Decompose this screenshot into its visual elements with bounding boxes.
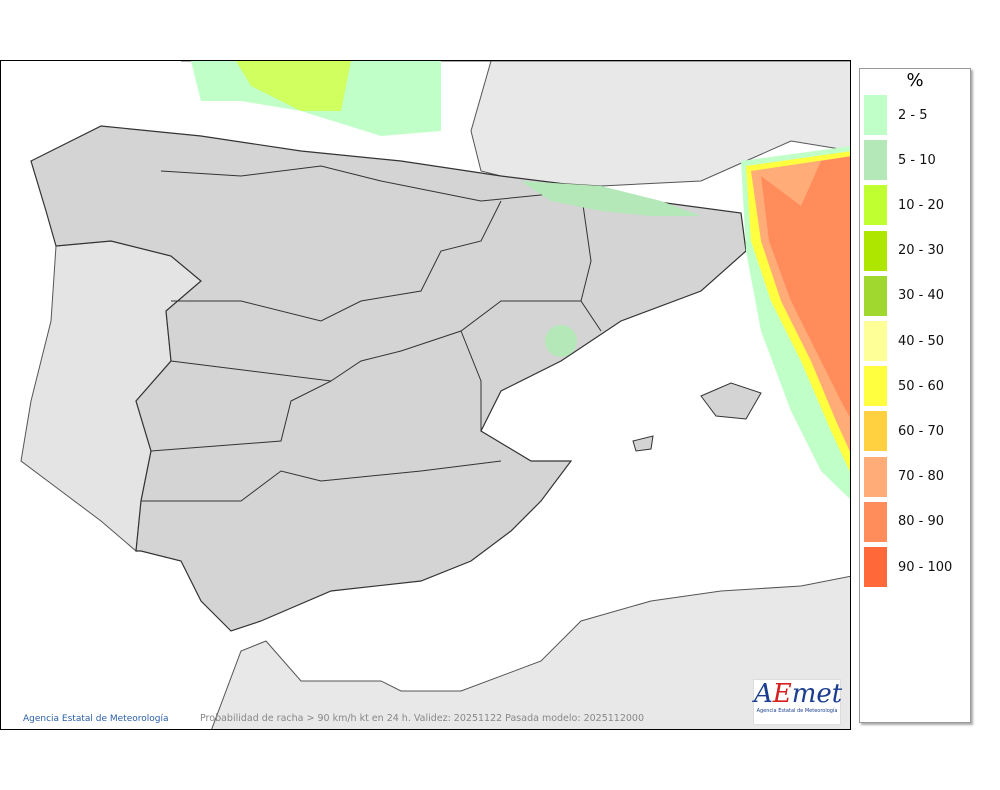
legend-swatch bbox=[864, 411, 887, 452]
legend-swatch bbox=[864, 95, 887, 135]
region-borders bbox=[141, 165, 602, 502]
africa-land bbox=[211, 575, 850, 729]
prob-area-east-red bbox=[761, 156, 850, 418]
legend-item: 2 - 5 bbox=[864, 95, 928, 135]
forecast-map: Agencia Estatal de Meteorología Probabil… bbox=[0, 60, 851, 730]
legend-swatch bbox=[864, 366, 887, 407]
legend-item: 50 - 60 bbox=[864, 366, 945, 407]
legend-item: 80 - 90 bbox=[864, 501, 945, 542]
legend-title: % bbox=[906, 70, 924, 91]
legend-label: 5 - 10 bbox=[898, 152, 936, 168]
legend-label: 2 - 5 bbox=[898, 107, 928, 123]
legend-label: 80 - 90 bbox=[898, 514, 945, 530]
legend-swatch bbox=[864, 185, 887, 226]
legend-label: 10 - 20 bbox=[898, 197, 945, 213]
legend-swatch bbox=[864, 456, 887, 497]
legend-item: 40 - 50 bbox=[864, 321, 944, 361]
legend-item: 90 - 100 bbox=[864, 547, 952, 587]
mallorca bbox=[700, 382, 762, 420]
legend-label: 70 - 80 bbox=[898, 469, 945, 485]
map-caption: Probabilidad de racha > 90 km/h kt en 24… bbox=[200, 713, 645, 724]
legend-swatch bbox=[864, 321, 887, 361]
prob-area-north-mid bbox=[236, 61, 351, 111]
legend-label: 90 - 100 bbox=[898, 559, 953, 575]
france-land bbox=[181, 61, 850, 187]
legend-label: 20 - 30 bbox=[898, 243, 945, 259]
legend-item: 20 - 30 bbox=[864, 230, 945, 271]
legend-item: 70 - 80 bbox=[864, 456, 945, 497]
map-canvas bbox=[20, 61, 850, 729]
legend-swatch bbox=[864, 501, 887, 542]
legend-label: 30 - 40 bbox=[898, 288, 945, 304]
legend-swatch bbox=[864, 275, 887, 316]
legend-item: 5 - 10 bbox=[864, 140, 936, 181]
legend-item: 60 - 70 bbox=[864, 411, 945, 452]
legend-label: 40 - 50 bbox=[898, 333, 945, 349]
aemet-logo: AEmet Agencia Estatal de Meteorología bbox=[753, 679, 842, 725]
legend-swatch bbox=[864, 230, 887, 271]
credit-text: Agencia Estatal de Meteorología bbox=[23, 714, 169, 724]
legend-swatch bbox=[864, 140, 887, 181]
legend-item: 10 - 20 bbox=[864, 185, 945, 226]
prob-area-pyrenees bbox=[521, 181, 701, 216]
prob-area-teruel bbox=[545, 325, 577, 357]
legend-swatch bbox=[864, 547, 887, 587]
legend-label: 50 - 60 bbox=[898, 378, 945, 394]
legend-item: 30 - 40 bbox=[864, 275, 945, 316]
legend-label: 60 - 70 bbox=[898, 423, 945, 439]
ibiza bbox=[632, 435, 654, 452]
legend: % 2 - 5 5 - 10 10 - 20 20 - 30 30 - 40 40 - 5… bbox=[859, 68, 971, 723]
